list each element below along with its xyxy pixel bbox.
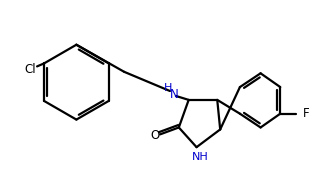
- Text: H: H: [164, 83, 172, 93]
- Text: O: O: [150, 129, 160, 142]
- Text: F: F: [303, 107, 309, 120]
- Text: N: N: [170, 88, 178, 101]
- Text: Cl: Cl: [24, 63, 36, 76]
- Text: NH: NH: [192, 152, 209, 162]
